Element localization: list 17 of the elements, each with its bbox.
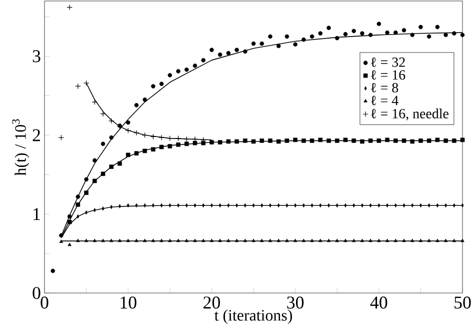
legend-label: ℓ = 16 <box>370 70 406 80</box>
y-tick-label: 0 <box>32 286 40 300</box>
legend-label: ℓ = 4 <box>370 96 398 106</box>
y-tick-label: 1 <box>34 208 40 220</box>
x-tick-label: 0 <box>40 296 48 309</box>
x-axis-title: t (iterations) <box>214 309 292 324</box>
legend-label: ℓ = 8 <box>370 83 398 92</box>
x-tick-label: 30 <box>287 296 304 309</box>
x-tick-label: 40 <box>370 296 388 309</box>
y-tick-label: 3 <box>32 50 40 62</box>
x-tick-label: 20 <box>204 296 220 309</box>
y-axis-title: h(t) / 10$^{3}$ <box>12 119 30 176</box>
x-tick-label: 10 <box>120 296 136 309</box>
y-tick-label: 2 <box>32 129 40 142</box>
legend-label: ℓ = 32 <box>370 57 405 67</box>
legend-label: ℓ = 16, needle <box>370 108 448 120</box>
x-tick-label: 50 <box>454 296 471 309</box>
